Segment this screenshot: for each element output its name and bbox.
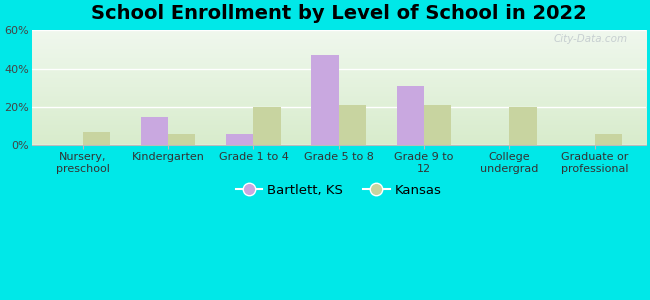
Bar [168,134,196,146]
Bar [83,132,110,146]
Bar [396,86,424,146]
Bar [254,107,281,146]
Text: City-Data.com: City-Data.com [553,34,627,44]
Bar [311,55,339,146]
Bar [424,105,451,146]
Bar [141,117,168,146]
Bar [595,134,622,146]
Bar [510,107,537,146]
Bar [226,134,254,146]
Bar [339,105,366,146]
Legend: Bartlett, KS, Kansas: Bartlett, KS, Kansas [231,178,447,202]
Title: School Enrollment by Level of School in 2022: School Enrollment by Level of School in … [91,4,587,23]
